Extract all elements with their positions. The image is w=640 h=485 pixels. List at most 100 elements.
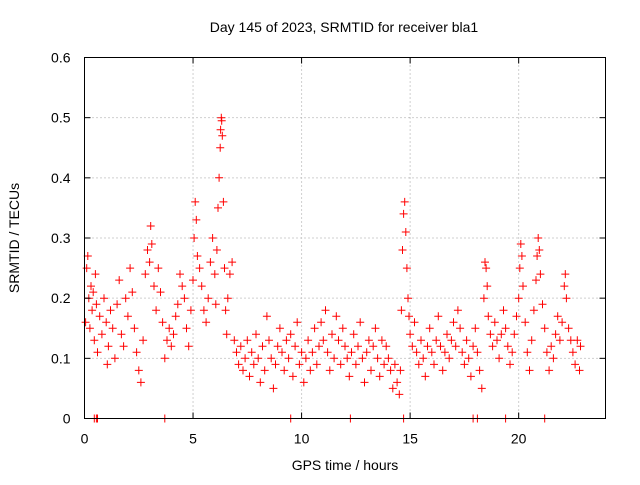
data-point xyxy=(93,348,102,357)
chart-title: Day 145 of 2023, SRMTID for receiver bla… xyxy=(210,19,479,35)
data-point xyxy=(102,318,111,327)
data-point xyxy=(321,306,330,315)
data-point xyxy=(388,384,397,393)
data-point xyxy=(529,306,538,315)
data-point xyxy=(535,246,544,254)
data-point xyxy=(460,360,469,369)
data-point xyxy=(536,270,545,279)
data-point xyxy=(212,246,221,254)
data-point xyxy=(150,282,158,291)
x-tick-label: 20 xyxy=(511,431,527,447)
data-point xyxy=(92,300,101,309)
data-point xyxy=(345,372,354,381)
data-point xyxy=(258,342,267,351)
data-point xyxy=(453,306,462,315)
data-point xyxy=(532,276,540,285)
data-point xyxy=(199,306,208,315)
data-point xyxy=(241,354,250,363)
data-point xyxy=(293,318,302,327)
data-point xyxy=(451,342,460,351)
data-point xyxy=(562,294,571,303)
data-point xyxy=(375,372,384,381)
data-point xyxy=(173,300,182,309)
grid xyxy=(84,57,606,419)
data-point xyxy=(136,378,145,387)
data-point xyxy=(123,312,132,321)
data-point xyxy=(328,330,336,339)
data-point xyxy=(555,336,564,345)
data-point xyxy=(364,336,373,345)
data-point xyxy=(349,330,358,339)
data-point xyxy=(538,300,547,309)
data-point xyxy=(564,324,573,333)
x-tick-label: 5 xyxy=(189,431,197,447)
data-point xyxy=(540,324,549,333)
y-tick-label: 0.3 xyxy=(51,230,71,246)
data-point xyxy=(397,306,406,315)
data-point xyxy=(128,288,137,297)
data-point xyxy=(534,234,543,242)
data-point xyxy=(377,336,386,345)
data-point xyxy=(95,312,104,321)
data-point xyxy=(473,348,482,357)
data-point xyxy=(163,336,171,345)
data-point xyxy=(371,324,380,333)
data-point xyxy=(527,336,536,345)
data-point xyxy=(310,324,319,333)
data-point xyxy=(343,354,352,363)
data-point xyxy=(245,372,254,381)
data-point xyxy=(82,264,91,273)
data-point xyxy=(186,306,195,315)
data-point xyxy=(317,318,326,327)
data-point xyxy=(510,330,519,339)
data-point xyxy=(508,348,517,357)
data-point xyxy=(165,324,174,333)
data-point xyxy=(158,318,167,327)
data-point xyxy=(195,264,204,273)
data-point xyxy=(299,378,308,387)
data-point xyxy=(301,354,310,363)
data-point xyxy=(121,294,130,303)
x-axis-tick-labels: 0 5 10 15 20 xyxy=(81,431,527,447)
data-point xyxy=(243,336,252,345)
data-point xyxy=(356,318,365,327)
data-point xyxy=(553,312,562,321)
data-point xyxy=(239,366,247,375)
data-point xyxy=(479,294,488,303)
data-point xyxy=(408,342,417,351)
data-point xyxy=(167,342,176,351)
data-point xyxy=(423,342,432,351)
data-point xyxy=(323,348,332,357)
data-point xyxy=(211,300,220,309)
data-point xyxy=(396,366,405,375)
data-point xyxy=(215,173,224,182)
data-point xyxy=(503,342,512,351)
x-tick-label: 0 xyxy=(81,431,89,447)
data-point xyxy=(249,360,258,369)
data-point xyxy=(419,354,428,363)
data-point xyxy=(558,318,567,327)
data-point xyxy=(545,366,554,375)
data-point xyxy=(291,342,300,351)
data-point xyxy=(519,282,527,291)
data-point xyxy=(297,348,306,357)
data-point xyxy=(104,342,113,351)
data-point xyxy=(456,324,465,333)
data-point xyxy=(119,342,128,351)
data-point xyxy=(551,330,560,339)
data-point xyxy=(273,342,282,351)
data-point xyxy=(256,378,265,387)
data-point xyxy=(145,258,154,267)
data-point xyxy=(425,324,434,333)
x-tick-label: 15 xyxy=(402,431,418,447)
y-tick-label: 0.6 xyxy=(51,50,71,66)
data-point xyxy=(417,336,425,345)
data-point xyxy=(575,366,584,375)
data-point xyxy=(262,312,271,321)
data-point xyxy=(445,354,454,363)
data-point xyxy=(367,366,375,375)
data-point xyxy=(221,306,230,315)
data-point xyxy=(402,264,411,273)
data-point xyxy=(228,258,237,267)
data-point xyxy=(334,336,343,345)
